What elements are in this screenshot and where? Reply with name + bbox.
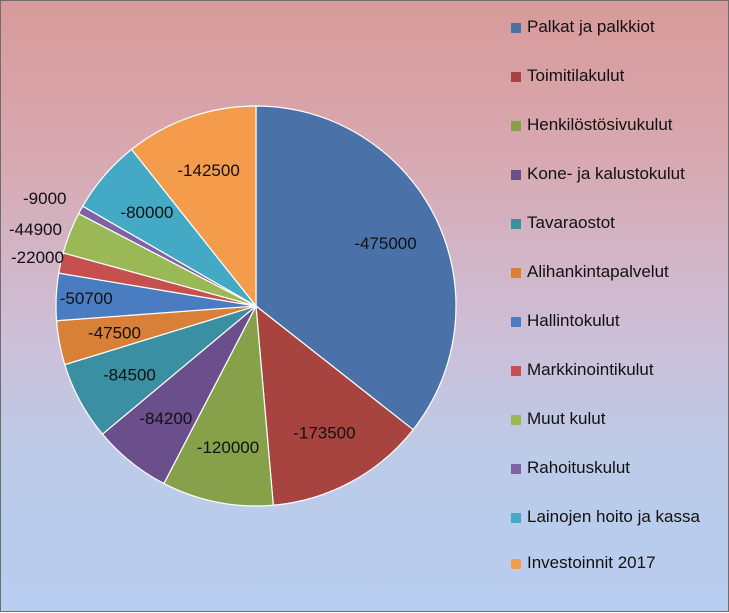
legend-swatch — [511, 415, 521, 425]
legend-item-2: Toimitilakulut — [511, 64, 717, 88]
legend-item-8: Markkinointikulut — [511, 358, 717, 382]
legend-swatch — [511, 121, 521, 131]
legend-label: Hallintokulut — [527, 311, 620, 330]
data-label-2: -173500 — [293, 424, 355, 443]
legend-swatch — [511, 513, 521, 523]
pie-slice-1 — [255, 105, 457, 431]
legend-label: Markkinointikulut — [527, 360, 654, 379]
legend-label: Toimitilakulut — [527, 66, 625, 85]
pie-slice-12 — [130, 105, 257, 308]
legend-swatch — [511, 464, 521, 474]
data-label-4: -84200 — [139, 409, 192, 428]
data-label-5: -84500 — [103, 366, 156, 385]
legend-swatch — [511, 23, 521, 33]
pie-slices — [55, 105, 457, 507]
legend-label: Tavaraostot — [527, 213, 615, 232]
legend-item-3: Henkilöstösivukulut — [511, 113, 717, 137]
data-label-3: -120000 — [197, 438, 259, 457]
legend-swatch — [511, 170, 521, 180]
legend-swatch — [511, 268, 521, 278]
legend-item-9: Muut kulut — [511, 407, 717, 431]
pie-slice-2 — [255, 304, 415, 506]
pie-data-labels: -475000 -173500 -120000 -84200 -84500 -47500 -… — [9, 161, 417, 457]
data-label-8: -22000 — [11, 248, 64, 267]
legend-label: Kone- ja kalustokulut — [527, 164, 685, 183]
data-label-9: -44900 — [9, 220, 62, 239]
legend-item-4: Kone- ja kalustokulut — [511, 162, 717, 186]
data-label-6: -47500 — [88, 324, 141, 343]
legend-label: Muut kulut — [527, 409, 606, 428]
legend-item-7: Hallintokulut — [511, 309, 717, 333]
legend-item-1: Palkat ja palkkiot — [511, 15, 717, 39]
legend-swatch — [511, 366, 521, 376]
legend-swatch — [511, 219, 521, 229]
legend-label: Alihankintapalvelut — [527, 262, 669, 281]
legend-item-11: Lainojen hoito ja kassa — [511, 505, 717, 529]
legend-item-10: Rahoituskulut — [511, 456, 717, 480]
legend-label: Palkat ja palkkiot — [527, 17, 655, 36]
legend-item-12: Investoinnit 2017 — [511, 551, 717, 575]
data-label-7: -50700 — [60, 289, 113, 308]
legend-swatch — [511, 72, 521, 82]
legend-swatch — [511, 559, 521, 569]
data-label-11: -80000 — [120, 203, 173, 222]
data-label-1: -475000 — [354, 234, 416, 253]
legend-label: Lainojen hoito ja kassa — [527, 507, 700, 526]
legend-item-6: Alihankintapalvelut — [511, 260, 717, 284]
data-label-10: -9000 — [23, 189, 66, 208]
legend-swatch — [511, 317, 521, 327]
data-label-12: -142500 — [177, 161, 239, 180]
pie-slice-3 — [163, 303, 274, 507]
legend-label: Investoinnit 2017 — [527, 553, 656, 572]
legend-label: Henkilöstösivukulut — [527, 115, 673, 134]
legend-label: Rahoituskulut — [527, 458, 631, 477]
legend-item-5: Tavaraostot — [511, 211, 717, 235]
